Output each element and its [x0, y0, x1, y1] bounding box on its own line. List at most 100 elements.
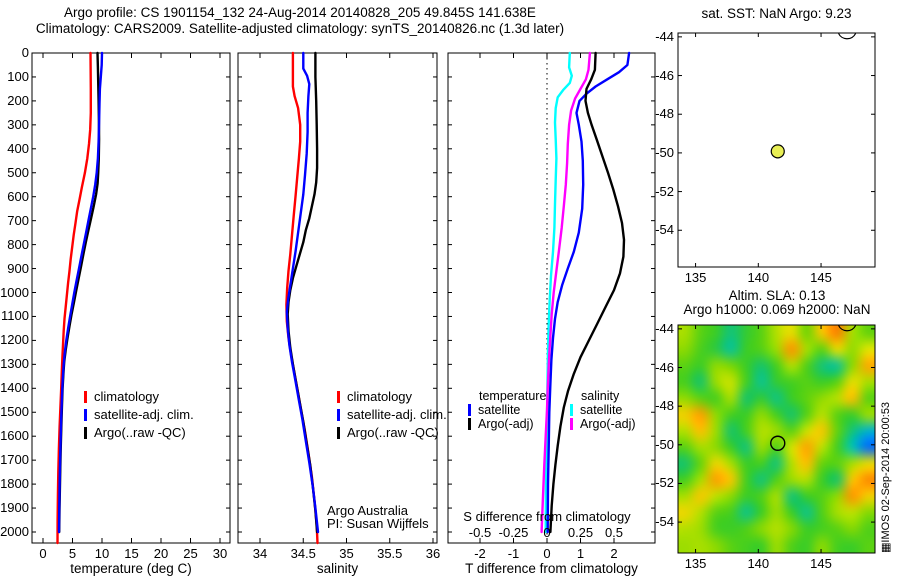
legend-item: climatology [337, 388, 447, 406]
temperature-profile-xtick-label: 30 [212, 546, 228, 561]
sdiff-tick-label: -0.25 [498, 525, 529, 540]
temperature-profile-xtick-label: 25 [183, 546, 198, 561]
s-difference-axis-label: S difference from climatology [463, 509, 631, 524]
depth-tick-label: 500 [7, 164, 29, 180]
location-map-lat-tick-label: -46 [655, 67, 674, 83]
temperature-profile-series-0 [56, 51, 93, 545]
temperature-profile-series-2 [58, 51, 101, 534]
location-map-lat-tick-label: -54 [655, 222, 674, 238]
legend-item: climatology [84, 388, 194, 406]
sla-heatmap-canvas [678, 325, 875, 553]
legend-label: satellite-adj. clim. [94, 407, 194, 422]
legend-item: satellite [570, 403, 636, 417]
legend-color-bar [570, 418, 573, 430]
legend-color-bar [468, 404, 471, 416]
depth-tick-label: 1400 [0, 380, 29, 396]
location-map-lon-tick-label: 135 [684, 270, 707, 285]
coastline [838, 325, 857, 332]
depth-tick-label: 1300 [0, 356, 29, 372]
legend-label: satellite [478, 403, 521, 417]
depth-tick-label: 1800 [0, 476, 29, 492]
depth-tick-label: 1900 [0, 500, 29, 516]
salinity-profile-xtick-label: 36 [425, 546, 441, 561]
sdiff-tick-label: -0.5 [468, 525, 492, 540]
salinity-profile-xtick-label: 34 [252, 546, 268, 561]
depth-tick-label: 400 [7, 140, 29, 156]
sla-map-lon-tick-label: 145 [810, 556, 832, 571]
difference-profile-series-3 [540, 51, 592, 534]
location-map-lat-tick-label: -48 [655, 106, 674, 122]
depth-tick-label: 1000 [0, 284, 29, 300]
difference-profile-series-0 [546, 51, 631, 534]
legend-color-bar [337, 409, 340, 421]
temperature-profile-xtick-label: 0 [39, 546, 47, 561]
legend-label: Argo(..raw -QC) [94, 425, 186, 440]
annotation-pi-name: PI: Susan Wijffels [327, 516, 429, 531]
float-position-marker [770, 144, 785, 159]
depth-tick-label: 1200 [0, 332, 29, 348]
depth-tick-label: 0 [21, 45, 29, 60]
temperature-profile-series-1 [57, 51, 104, 534]
figure-title-line1: Argo profile: CS 1901154_132 24-Aug-2014… [64, 5, 536, 20]
location-map-lat-tick-label: -44 [655, 28, 674, 44]
sla-map-lon-tick-label: 135 [684, 556, 707, 571]
legend-color-bar [84, 409, 87, 421]
legend-label: Argo(..raw -QC) [347, 425, 439, 440]
temperature-profile-xtick-label: 15 [124, 546, 139, 561]
legend-label: satellite-adj. clim. [347, 407, 447, 422]
legend-item: Argo(-adj) [468, 417, 546, 431]
difference-profile-xtick-label: 1 [576, 546, 585, 561]
legend-color-bar [84, 391, 87, 403]
depth-tick-label: 1500 [0, 404, 29, 420]
legend-label: climatology [94, 389, 160, 404]
legend-group-header: temperature [479, 389, 547, 403]
difference-profile-frame [447, 52, 656, 544]
salinity-legend: climatology satellite-adj. clim. Argo(..ra… [337, 388, 447, 442]
location-map-frame [677, 32, 876, 268]
depth-tick-label: 300 [7, 116, 29, 132]
legend-label: Argo(-adj) [580, 417, 636, 431]
sla-map-lat-tick-label: -44 [655, 320, 674, 336]
location-map-lat-tick-label: -50 [655, 144, 674, 160]
temperature-profile-xtick-label: 10 [94, 546, 110, 561]
imos-watermark: ▦IMOS 02-Sep-2014 20:00:53 [879, 325, 892, 553]
sla-map-title-line2: Argo h1000: 0.069 h2000: NaN [683, 302, 871, 317]
legend-item: satellite-adj. clim. [337, 406, 447, 424]
legend-color-bar [337, 427, 340, 439]
difference-legend-salinity: salinity satellite Argo(-adj) [570, 389, 636, 431]
legend-label: Argo(-adj) [478, 417, 534, 431]
salinity-profile-series-1 [285, 51, 320, 534]
difference-profile-xtick-label: 0 [543, 546, 551, 561]
annotation-argo-australia: Argo Australia [327, 503, 408, 518]
imos-timestamp: IMOS 02-Sep-2014 20:00:53 [880, 401, 892, 543]
temperature-profile-frame [31, 52, 231, 544]
legend-item: Argo(-adj) [570, 417, 636, 431]
difference-profile-xtick-label: -2 [474, 546, 486, 561]
legend-label: climatology [347, 389, 413, 404]
salinity-profile-series-2 [286, 51, 319, 534]
depth-tick-label: 1600 [0, 428, 29, 444]
depth-tick-label: 2000 [0, 524, 29, 539]
salinity-axis-label: salinity [316, 561, 359, 576]
legend-color-bar [84, 427, 87, 439]
legend-color-bar [337, 391, 340, 403]
salinity-profile-xtick-label: 35.5 [377, 546, 403, 561]
legend-item: satellite-adj. clim. [84, 406, 194, 424]
t-difference-axis-label: T difference from climatology [465, 561, 638, 576]
float-position-marker [770, 435, 786, 451]
difference-profile-xtick-label: -1 [507, 546, 520, 561]
depth-tick-label: 100 [7, 68, 29, 84]
temperature-profile-xtick-label: 20 [153, 546, 169, 561]
depth-tick-label: 800 [7, 236, 29, 252]
salinity-profile-series-0 [285, 51, 319, 545]
sla-map-title-line1: Altim. SLA: 0.13 [728, 288, 826, 303]
depth-tick-label: 200 [7, 92, 29, 108]
sla-map-lat-tick-label: -46 [655, 359, 674, 375]
depth-tick-label: 900 [7, 260, 29, 276]
temperature-legend: climatology satellite-adj. clim. Argo(..ra… [84, 388, 194, 442]
location-map-lat-tick-label: -52 [655, 183, 674, 199]
temperature-profile-xtick-label: 5 [68, 546, 77, 561]
sst-map-title: sat. SST: NaN Argo: 9.23 [701, 6, 852, 21]
